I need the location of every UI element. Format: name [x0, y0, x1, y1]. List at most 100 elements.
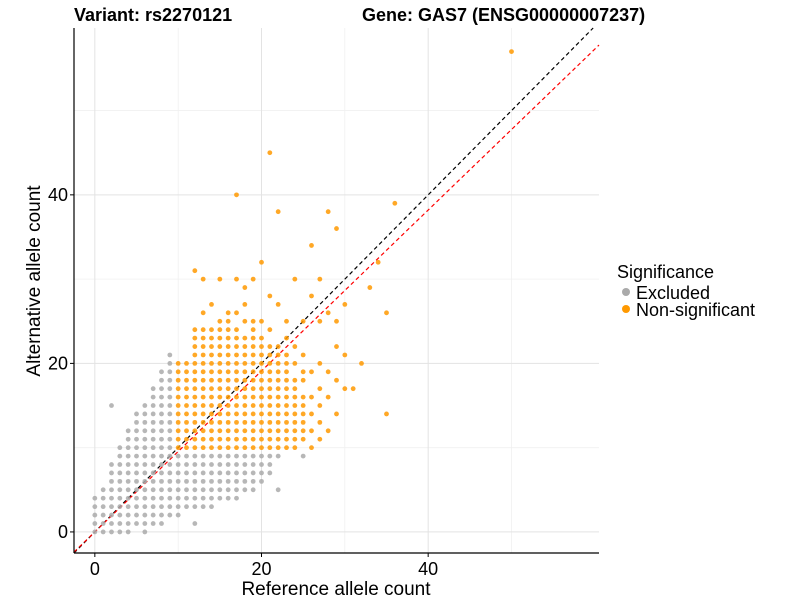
data-point	[284, 445, 289, 451]
data-point	[117, 504, 123, 510]
data-point	[259, 377, 264, 383]
data-point	[159, 504, 164, 510]
data-point	[109, 403, 114, 408]
data-point	[309, 394, 314, 400]
data-point	[175, 428, 181, 434]
data-point	[184, 394, 189, 400]
data-point	[259, 394, 264, 400]
data-point	[125, 529, 131, 535]
data-point	[267, 293, 273, 299]
data-point	[259, 453, 264, 459]
data-point	[150, 521, 156, 526]
data-point	[175, 512, 181, 518]
data-point	[200, 360, 206, 366]
data-point	[192, 521, 198, 526]
data-point	[142, 504, 148, 510]
data-point	[242, 394, 248, 400]
data-point	[325, 209, 331, 215]
data-point	[392, 200, 398, 206]
data-point	[159, 394, 164, 400]
data-point	[159, 462, 164, 467]
y-tick-label: 40	[48, 185, 68, 205]
data-point	[300, 411, 306, 417]
series-excluded	[92, 352, 306, 535]
data-point	[317, 419, 323, 425]
data-point	[159, 377, 164, 383]
data-point	[134, 453, 139, 459]
data-point	[200, 403, 206, 408]
data-point	[292, 436, 298, 442]
data-point	[167, 512, 173, 518]
data-point	[234, 386, 239, 392]
data-point	[284, 335, 289, 341]
data-point	[250, 394, 256, 400]
legend-title: Significance	[617, 262, 714, 282]
data-point	[242, 487, 248, 493]
data-point	[225, 377, 231, 383]
data-point	[159, 453, 164, 459]
data-point	[125, 462, 131, 467]
data-point	[275, 487, 281, 493]
data-point	[142, 470, 148, 476]
data-point	[309, 411, 314, 417]
data-point	[217, 436, 223, 442]
data-point	[317, 386, 323, 392]
data-point	[100, 487, 106, 493]
data-point	[284, 386, 289, 392]
data-point	[192, 462, 198, 467]
legend-label-non-significant: Non-significant	[636, 300, 755, 320]
data-point	[284, 394, 289, 400]
data-point	[184, 436, 189, 442]
data-point	[259, 419, 264, 425]
data-point	[184, 462, 189, 467]
data-point	[209, 394, 214, 400]
data-point	[234, 352, 239, 358]
data-point	[292, 386, 298, 392]
data-point	[300, 403, 306, 408]
data-point	[234, 192, 239, 198]
data-point	[234, 495, 239, 501]
data-point	[209, 411, 214, 417]
x-tick-label: 40	[418, 559, 438, 579]
x-axis-label: Reference allele count	[241, 579, 431, 600]
data-point	[284, 436, 289, 442]
data-point	[300, 394, 306, 400]
data-point	[167, 495, 173, 501]
data-point	[175, 360, 181, 366]
data-point	[275, 209, 281, 215]
data-point	[142, 445, 148, 451]
data-point	[184, 495, 189, 501]
data-point	[184, 386, 189, 392]
data-point	[234, 445, 239, 451]
data-point	[100, 504, 106, 510]
data-point	[209, 453, 214, 459]
data-point	[150, 445, 156, 451]
legend-key-excluded	[622, 288, 630, 296]
data-point	[150, 453, 156, 459]
data-point	[150, 478, 156, 484]
reference-lines	[73, 27, 600, 554]
data-point	[317, 403, 323, 408]
data-point	[184, 360, 189, 366]
data-point	[300, 428, 306, 434]
data-point	[125, 445, 131, 451]
data-point	[184, 478, 189, 484]
data-point	[200, 487, 206, 493]
data-point	[217, 462, 223, 467]
data-point	[217, 403, 223, 408]
data-point	[325, 369, 331, 375]
data-point	[159, 428, 164, 434]
data-point	[167, 377, 173, 383]
data-point	[109, 529, 114, 535]
data-point	[267, 327, 273, 333]
data-point	[284, 419, 289, 425]
data-point	[167, 504, 173, 510]
data-point	[150, 428, 156, 434]
data-point	[309, 243, 314, 248]
data-point	[225, 394, 231, 400]
data-point	[142, 428, 148, 434]
data-point	[134, 521, 139, 526]
data-point	[192, 445, 198, 451]
series-non-significant	[175, 49, 514, 451]
